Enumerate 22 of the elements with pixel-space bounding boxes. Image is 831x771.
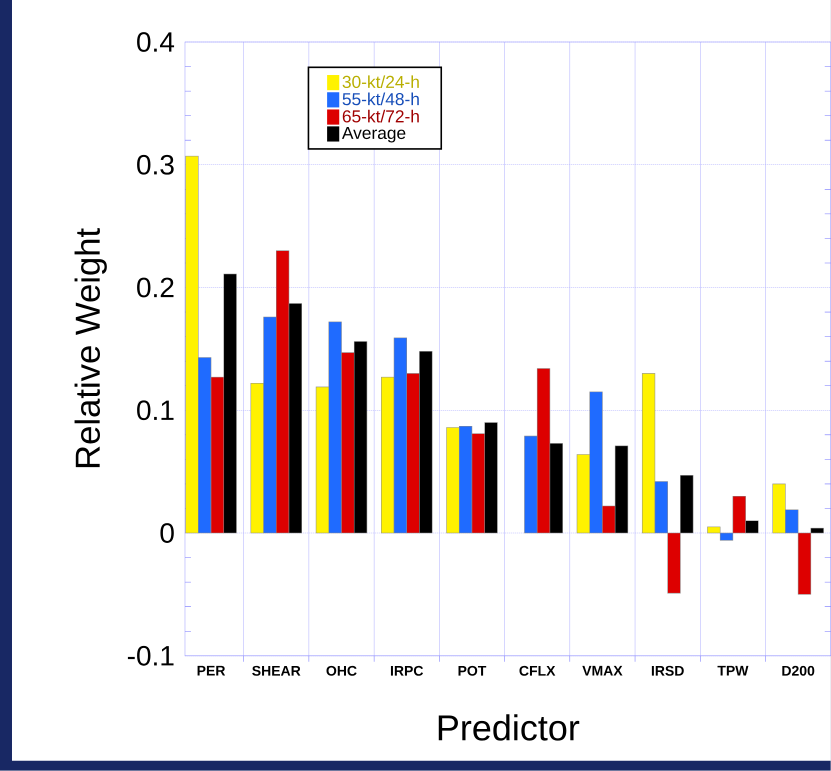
- y-tick-label: 0.4: [137, 32, 174, 52]
- x-tick-label: IRPC: [390, 666, 424, 676]
- y-tick-label: 0: [160, 523, 174, 544]
- x-tick-label: OHC: [326, 666, 357, 676]
- legend-label: 65-kt/72-h: [342, 110, 419, 123]
- y-tick-label: 0.2: [137, 278, 174, 298]
- x-tick-label: IRSD: [652, 666, 684, 676]
- x-tick-label: PER: [198, 666, 226, 676]
- legend-label: 30-kt/24-h: [342, 75, 419, 88]
- x-tick-label: CFLX: [519, 666, 556, 676]
- y-axis-title: Relative Weight: [74, 228, 107, 468]
- y-tick-label: 0.3: [137, 154, 174, 175]
- x-tick-label: D200: [782, 666, 814, 676]
- x-tick-label: TPW: [718, 666, 748, 676]
- x-tick-label: SHEAR: [252, 666, 300, 676]
- x-axis-title: Predictor: [438, 714, 580, 741]
- x-tick-label: POT: [458, 666, 486, 676]
- x-tick-label: VMAX: [582, 666, 623, 676]
- y-tick-label: -0.1: [128, 646, 174, 666]
- legend-label: Average: [342, 127, 406, 143]
- legend-label: 55-kt/48-h: [342, 92, 419, 106]
- y-tick-label: 0.1: [137, 400, 174, 420]
